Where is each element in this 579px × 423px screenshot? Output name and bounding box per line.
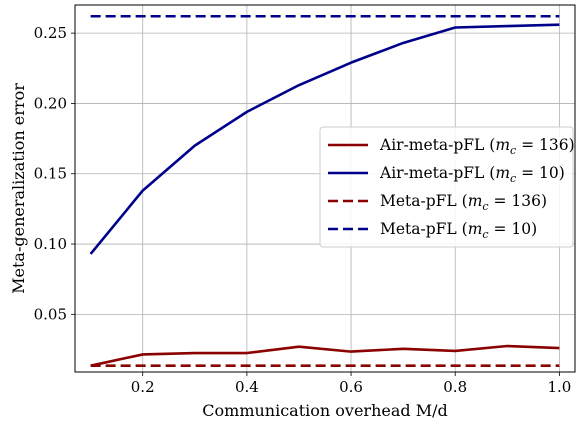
y-tick-label: 0.15 [34,165,67,183]
x-axis-label: Communication overhead M/d [202,401,447,420]
legend-label-rest: = 136) [516,136,574,154]
legend-label-4: Meta-pFL (mc = 10) [380,220,537,241]
plot-series [89,14,560,367]
series-line-1 [90,344,560,367]
legend-label-2: Air-meta-pFL (mc = 10) [379,164,565,185]
y-tick-label: 0.05 [34,305,67,323]
legend-label-sub: c [482,200,488,213]
y-axis-label: Meta-generalization error [9,83,28,294]
legend-box [319,126,574,248]
legend-label-3: Meta-pFL (mc = 136) [380,192,547,213]
x-tick-label: 1.0 [547,378,571,396]
legend-label-prefix: Air-meta-pFL ( [379,164,495,182]
legend-label-sub: c [482,228,488,241]
legend-label-prefix: Air-meta-pFL ( [379,136,495,154]
x-axis-label-text: Communication overhead M/d [202,401,447,420]
legend: Air-meta-pFL (mc = 136)Air-meta-pFL (mc … [319,126,575,248]
plot-frame [74,4,576,373]
legend-label-rest: = 136) [489,192,547,210]
legend-label-var: m [495,164,510,182]
x-tick-label: 0.8 [443,378,467,396]
legend-label-1: Air-meta-pFL (mc = 136) [379,136,575,157]
x-tick-label: 0.2 [131,378,155,396]
legend-label-var: m [468,220,483,238]
legend-label-var: m [495,136,510,154]
legend-label-rest: = 10) [489,220,538,238]
legend-label-rest: = 10) [516,164,565,182]
legend-label-prefix: Meta-pFL ( [380,220,468,238]
x-tick-label: 0.4 [235,378,259,396]
y-tick-label: 0.20 [34,94,67,112]
y-tick-label: 0.25 [34,24,67,42]
series-line-2 [89,23,560,255]
x-tick-label: 0.6 [339,378,363,396]
y-tick-label: 0.10 [34,235,67,253]
axis-ticks: 0.2 0.4 0.6 0.8 1.0 0.05 0.10 0.15 0.20 0.25 [34,24,572,396]
legend-label-sub: c [510,172,516,185]
legend-label-var: m [468,192,483,210]
legend-label-prefix: Meta-pFL ( [380,192,468,210]
legend-label-sub: c [510,144,516,157]
